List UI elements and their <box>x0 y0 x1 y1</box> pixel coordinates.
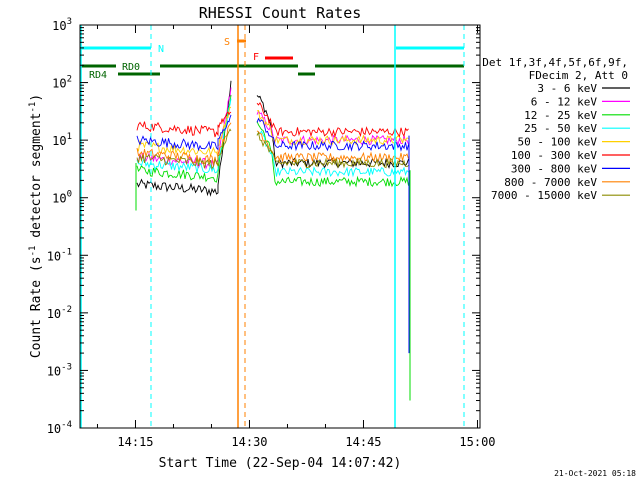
x-tick-label: 14:15 <box>117 435 153 449</box>
footer-date: 21-Oct-2021 05:18 <box>554 469 636 478</box>
legend-item-label: 3 - 6 keV <box>537 82 597 95</box>
annotation-label: S <box>224 37 230 48</box>
plot-frame <box>79 24 481 429</box>
y-tick-label: 10-2 <box>47 305 72 321</box>
legend-item-label: 50 - 100 keV <box>518 136 598 149</box>
series-trace-5 <box>136 106 409 158</box>
legend-item-label: 800 - 7000 keV <box>504 176 597 189</box>
annotation-label: F <box>253 52 259 63</box>
y-tick-label: 10-1 <box>47 247 72 263</box>
annotation-label: RD4 <box>89 70 107 81</box>
x-axis-label: Start Time (22-Sep-04 14:07:42) <box>159 456 402 471</box>
y-tick-label: 10-4 <box>47 420 72 436</box>
y-tick-label: 103 <box>52 17 72 33</box>
legend-item-label: 7000 - 15000 keV <box>491 189 597 202</box>
x-tick-label: 14:45 <box>345 435 381 449</box>
legend-item-label: 6 - 12 keV <box>531 95 598 108</box>
legend: Det 1f,3f,4f,5f,6f,9f,FDecim 2, Att 03 -… <box>482 56 630 202</box>
legend-header: FDecim 2, Att 0 <box>529 69 628 82</box>
x-tick-label: 15:00 <box>459 435 495 449</box>
x-axis: 14:15 14:30 14:45 15:00 <box>96 25 496 449</box>
series-trace-3 <box>136 94 409 188</box>
series-trace-9 <box>136 128 409 170</box>
y-tick-label: 101 <box>52 132 72 148</box>
legend-item-label: 300 - 800 keV <box>511 162 597 175</box>
series-trace-6 <box>136 102 409 138</box>
series-trace-7 <box>136 114 409 152</box>
y-axis: 103 102 101 100 10-1 10-2 10-3 10-4 <box>47 17 480 436</box>
chart-title: RHESSI Count Rates <box>199 4 362 22</box>
y-axis-label: Count Rate (s-1 detector segment-1) <box>28 94 44 358</box>
series-trace-1 <box>136 80 409 197</box>
x-tick-label: 14:30 <box>231 435 267 449</box>
y-tick-label: 10-3 <box>47 362 72 378</box>
annotation-label: N <box>158 44 164 55</box>
y-tick-label: 102 <box>52 75 72 91</box>
series-layer <box>135 80 411 401</box>
legend-header: Det 1f,3f,4f,5f,6f,9f, <box>482 56 628 69</box>
annotation-label: RD0 <box>122 62 140 73</box>
legend-item-label: 25 - 50 keV <box>524 122 597 135</box>
legend-item-label: 100 - 300 keV <box>511 149 597 162</box>
annotation-layer: N RD0 RD4 S F <box>80 25 465 428</box>
y-tick-label: 100 <box>52 190 72 206</box>
legend-item-label: 12 - 25 keV <box>524 109 597 122</box>
